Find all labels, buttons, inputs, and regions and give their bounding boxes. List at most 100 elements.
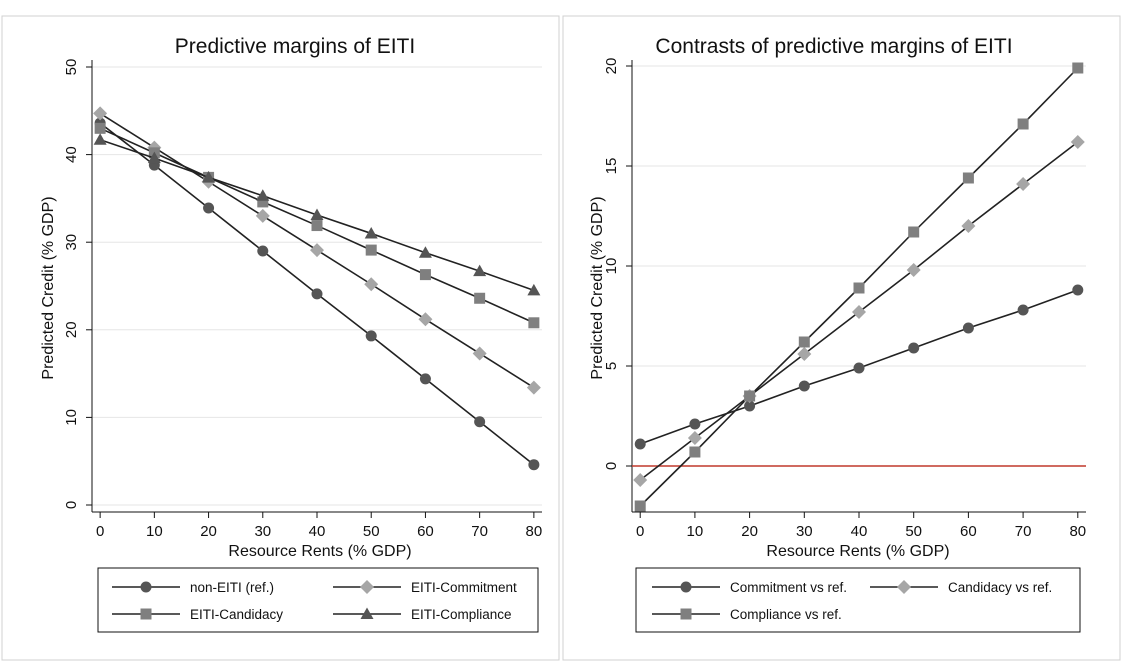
data-point (797, 347, 812, 361)
x-tick-label: 60 (960, 523, 977, 540)
x-tick-label: 80 (1069, 523, 1086, 540)
data-point (962, 172, 974, 184)
legend-box (635, 567, 1081, 633)
x-tick-label: 20 (741, 523, 758, 540)
x-tick-label: 0 (636, 523, 644, 540)
data-point (1072, 284, 1084, 296)
data-point (93, 106, 108, 121)
legend-marker (680, 581, 692, 593)
data-point (1072, 62, 1084, 74)
y-tick-label: 40 (63, 146, 80, 163)
legend-label: EITI-Candidacy (190, 607, 283, 622)
data-point (689, 446, 701, 458)
data-point (526, 380, 541, 395)
data-point (255, 208, 270, 223)
data-point (364, 226, 378, 239)
data-point (364, 277, 379, 292)
data-point (634, 500, 646, 512)
y-tick-label: 0 (603, 462, 620, 470)
chart-title: Predictive margins of EITI (175, 35, 415, 58)
data-point (474, 416, 486, 428)
data-point (93, 133, 107, 145)
x-axis-label: Resource Rents (% GDP) (766, 543, 949, 560)
legend-marker (140, 608, 152, 620)
data-point (744, 400, 756, 412)
data-point (94, 122, 106, 134)
y-tick-label: 30 (63, 234, 80, 251)
x-axis-label: Resource Rents (% GDP) (228, 543, 411, 560)
data-point (689, 418, 701, 430)
legend-entry: EITI-Compliance (333, 607, 512, 622)
data-point (365, 244, 377, 256)
data-point (418, 312, 433, 327)
legend-label: EITI-Commitment (411, 580, 517, 595)
legend-marker (360, 580, 374, 594)
y-tick-label: 20 (603, 58, 620, 75)
data-point (311, 288, 323, 300)
y-axis-label: Predicted Credit (% GDP) (40, 196, 57, 379)
data-point (633, 473, 648, 487)
data-point (527, 283, 541, 296)
data-point (798, 380, 810, 392)
data-point (310, 208, 324, 221)
legend-marker (360, 607, 374, 619)
x-tick-label: 0 (96, 523, 104, 540)
data-point (202, 170, 216, 183)
data-point (256, 189, 270, 201)
data-point (1017, 118, 1029, 130)
legend-marker (680, 608, 692, 620)
predictive-margins-chart: Predictive margins of EITI Resource Rent… (40, 35, 543, 633)
legend-box (97, 567, 539, 633)
y-tick-label: 10 (603, 258, 620, 275)
chart-title: Contrasts of predictive margins of EITI (655, 35, 1012, 58)
y-tick-label: 10 (63, 409, 80, 426)
data-point (961, 219, 976, 233)
y-tick-label: 20 (63, 321, 80, 338)
series-commitment-vs-ref (634, 284, 1084, 450)
x-tick-label: 10 (146, 523, 163, 540)
data-point (257, 245, 269, 257)
legend-entry: EITI-Commitment (333, 580, 517, 595)
x-tick-label: 70 (1015, 523, 1032, 540)
contrasts-chart: Contrasts of predictive margins of EITI … (589, 35, 1086, 633)
data-point (474, 292, 486, 304)
x-tick-label: 40 (851, 523, 868, 540)
data-point (853, 362, 865, 374)
x-tick-label: 50 (363, 523, 380, 540)
y-axis-label: Predicted Credit (% GDP) (589, 196, 606, 379)
y-tick-label: 50 (63, 59, 80, 76)
legend-label: Compliance vs ref. (730, 607, 842, 622)
x-tick-label: 70 (471, 523, 488, 540)
data-point (908, 226, 920, 238)
data-point (203, 202, 215, 214)
data-point (472, 346, 487, 361)
right-panel-border (562, 15, 1121, 661)
data-point (419, 373, 431, 385)
data-point (1017, 304, 1029, 316)
data-point (418, 246, 432, 258)
legend-entry: Candidacy vs ref. (870, 580, 1052, 595)
series-eiti-compliance (93, 133, 541, 296)
data-point (906, 263, 921, 277)
legend-entry: Compliance vs ref. (652, 607, 842, 622)
legend-label: non-EITI (ref.) (190, 580, 274, 595)
data-point (744, 390, 756, 402)
data-point (528, 317, 540, 329)
data-point (473, 264, 487, 277)
x-tick-label: 80 (526, 523, 543, 540)
x-tick-label: 60 (417, 523, 434, 540)
x-tick-label: 40 (309, 523, 326, 540)
legend-entry: Commitment vs ref. (652, 580, 847, 595)
data-point (798, 336, 810, 348)
y-tick-label: 15 (603, 158, 620, 175)
data-point (687, 431, 702, 445)
legend-marker (897, 580, 911, 594)
left-panel-border (1, 15, 560, 661)
data-point (365, 330, 377, 342)
x-tick-label: 10 (687, 523, 704, 540)
y-tick-label: 0 (63, 501, 80, 509)
legend-entry: non-EITI (ref.) (112, 580, 274, 595)
data-point (853, 282, 865, 294)
data-point (257, 196, 269, 208)
